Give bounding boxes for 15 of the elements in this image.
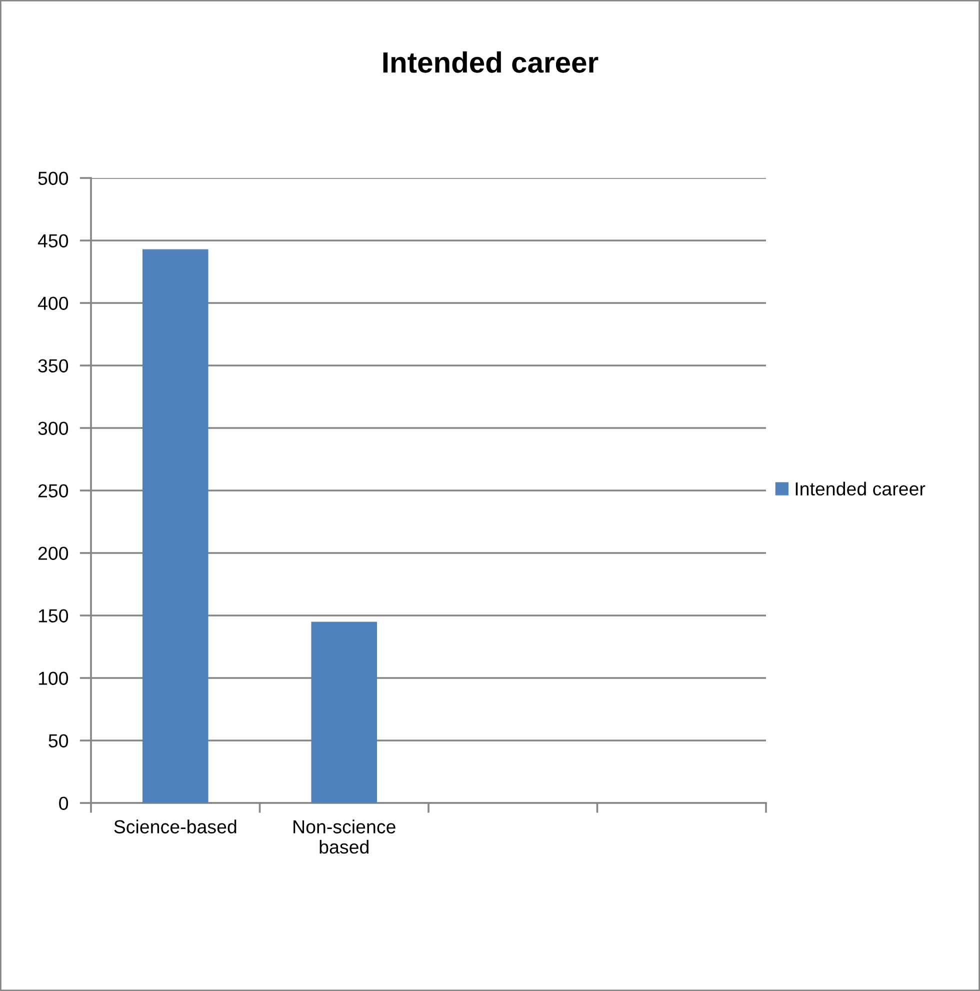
y-tick-label: 450 [38,234,68,248]
legend-label: Intended career [796,482,926,496]
y-tick-label: 100 [38,672,68,685]
y-tick-label: 50 [48,734,68,748]
x-tick-label: Non-science based [294,820,396,854]
y-tick-label: 150 [38,609,68,622]
y-tick-label: 200 [38,546,68,560]
y-tick-label: 350 [38,359,68,372]
y-tick-label: 300 [38,422,68,435]
x-tick-label: Science-based [114,820,236,834]
y-tick-label: 500 [38,172,68,185]
y-tick-label: 250 [38,484,68,498]
y-tick-label: 0 [59,796,68,810]
y-tick-label: 400 [38,296,68,310]
chart-title: Intended career [383,51,598,73]
